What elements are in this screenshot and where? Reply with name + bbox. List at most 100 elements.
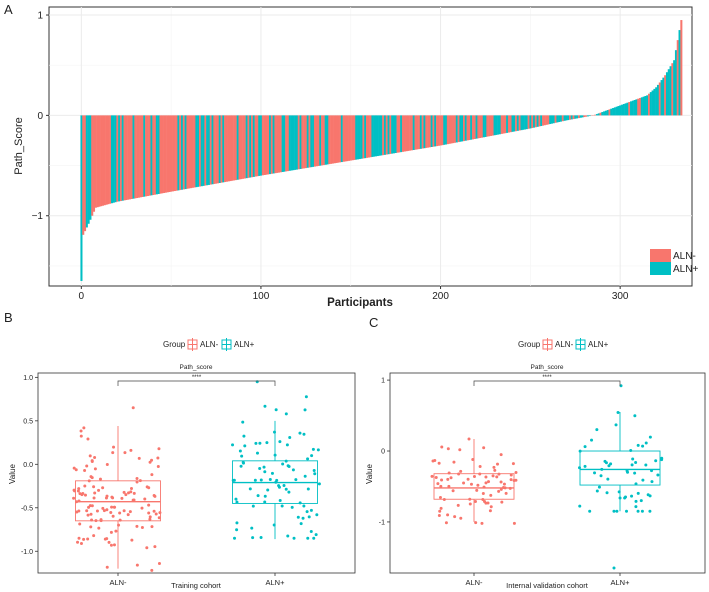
bar-aln-neg — [234, 115, 237, 181]
bar-aln-neg — [515, 115, 518, 132]
data-point — [118, 511, 122, 515]
data-point — [82, 426, 86, 430]
bar-aln-neg — [500, 115, 503, 134]
bar-aln-pos — [656, 84, 660, 116]
bar-aln-neg — [349, 115, 352, 161]
bar-aln-pos — [258, 115, 261, 176]
data-point — [447, 484, 451, 488]
bar-aln-neg — [331, 115, 334, 164]
data-point — [251, 536, 255, 540]
panel-b-legend-label-aln-neg: ALN- — [200, 340, 219, 349]
bar-aln-neg — [441, 115, 444, 146]
data-point — [94, 519, 98, 523]
bar-aln-neg — [425, 115, 428, 148]
data-point — [89, 512, 93, 516]
data-point — [93, 467, 97, 471]
bar-aln-pos — [299, 115, 302, 169]
data-point — [131, 406, 135, 410]
bar-aln-neg — [225, 115, 228, 182]
bar-aln-pos — [260, 115, 263, 176]
data-point — [641, 478, 645, 482]
bar-aln-pos — [674, 50, 677, 116]
data-point — [446, 477, 450, 481]
data-point — [140, 526, 144, 530]
bar-aln-neg — [308, 115, 311, 168]
data-point — [105, 537, 109, 541]
plot-area — [37, 372, 356, 574]
bar-aln-neg — [518, 115, 521, 131]
data-point — [468, 497, 472, 501]
data-point — [434, 476, 438, 480]
data-point — [129, 490, 133, 494]
data-point — [624, 495, 628, 499]
bar-aln-pos — [482, 115, 485, 138]
bar-aln-neg — [328, 115, 331, 165]
data-point — [459, 469, 463, 473]
panel-b-letter: B — [4, 310, 13, 325]
panel-a-legend: ALN- ALN+ — [650, 249, 698, 275]
data-point — [315, 513, 319, 517]
data-point — [287, 464, 291, 468]
data-point — [298, 501, 302, 505]
data-point — [588, 509, 592, 513]
bar-aln-pos — [445, 115, 448, 145]
data-point — [309, 530, 313, 534]
bar-aln-neg — [168, 115, 171, 192]
data-point — [147, 486, 151, 490]
bar-aln-pos — [497, 115, 500, 135]
data-point — [636, 443, 640, 447]
data-point — [132, 498, 136, 502]
significance-bracket — [473, 380, 621, 386]
bar-aln-neg — [583, 115, 586, 118]
bar-aln-neg — [297, 115, 300, 170]
legend-label-aln-neg: ALN- — [673, 251, 696, 262]
data-point — [278, 498, 282, 502]
bar-aln-pos — [455, 115, 458, 143]
bar-aln-neg — [416, 115, 419, 150]
data-point — [83, 493, 87, 497]
data-point — [80, 493, 84, 497]
bar-aln-pos — [644, 95, 647, 116]
bar-aln-pos — [364, 115, 367, 159]
y-tick-label: 0.5 — [23, 418, 33, 425]
bar-aln-pos — [252, 115, 255, 177]
bar-aln-neg — [450, 115, 453, 144]
bar-aln-neg — [421, 115, 424, 149]
data-point — [636, 509, 640, 513]
bar-aln-neg — [554, 115, 557, 123]
bar-aln-neg — [172, 115, 175, 192]
bar-aln-pos — [660, 80, 663, 116]
bar-aln-neg — [238, 115, 241, 180]
data-point — [263, 470, 267, 474]
data-point — [306, 536, 310, 540]
data-point — [76, 540, 80, 544]
bar-aln-pos — [391, 115, 394, 154]
bar-aln-neg — [303, 115, 306, 169]
data-point — [606, 477, 610, 481]
data-point — [615, 509, 619, 513]
data-point — [79, 429, 83, 433]
bar-aln-neg — [186, 115, 189, 189]
y-tick-label: -0.5 — [21, 505, 33, 512]
data-point — [85, 509, 89, 513]
data-point — [263, 494, 267, 498]
bar-aln-neg — [175, 115, 178, 191]
bar-aln-neg — [486, 115, 489, 137]
bar-aln-pos — [646, 95, 649, 116]
bar-aln-pos — [606, 110, 609, 116]
panel-a: A −1 0 1 0 100 200 300 Participants Path_Scor… — [4, 2, 698, 309]
bar-aln-neg — [96, 115, 99, 208]
data-point — [304, 395, 308, 399]
data-point — [492, 465, 496, 469]
bar-aln-neg — [572, 115, 575, 120]
bar-aln-pos — [613, 107, 616, 116]
panel-a-bars — [80, 20, 683, 281]
data-point — [90, 504, 94, 508]
bar-aln-pos — [520, 115, 523, 131]
data-point — [120, 496, 124, 500]
bar-aln-neg — [647, 93, 651, 116]
bar-aln-neg — [538, 115, 541, 127]
bar-aln-pos — [556, 115, 559, 123]
bar-aln-pos — [470, 115, 473, 140]
bar-aln-neg — [93, 115, 96, 212]
